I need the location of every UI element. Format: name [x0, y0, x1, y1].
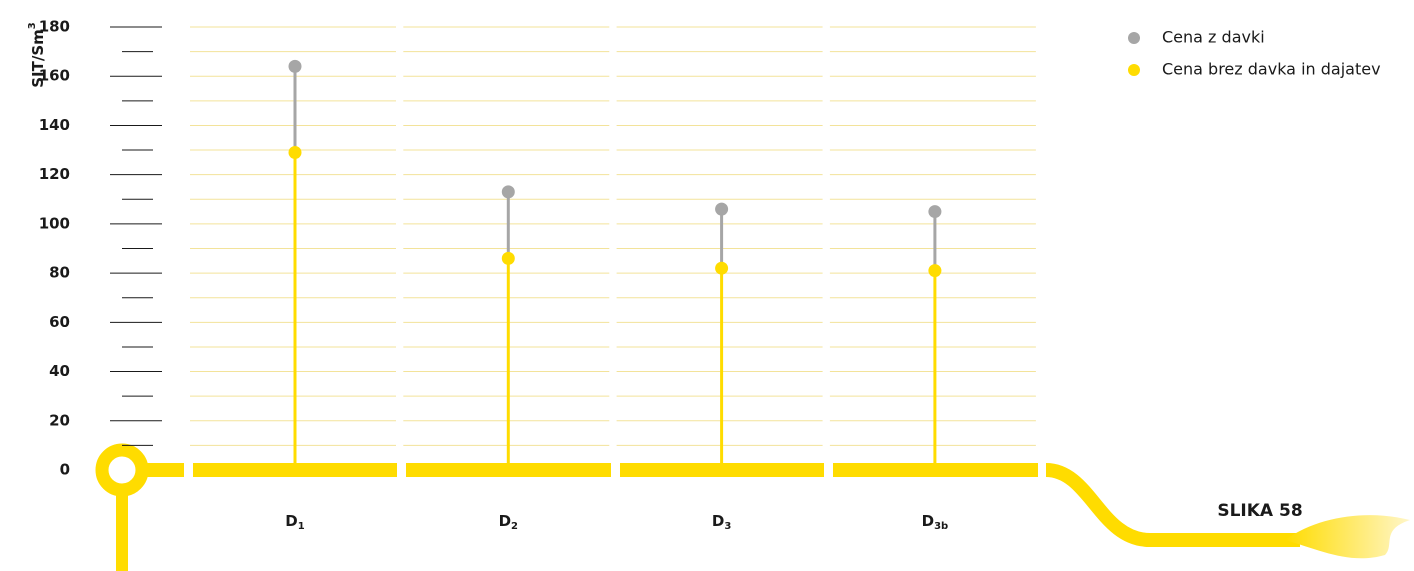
legend-label: Cena brez davka in dajatev [1162, 60, 1381, 79]
y-tick-label: 160 [39, 67, 70, 85]
x-tick-label: D2 [499, 512, 518, 533]
x-tick-label: D3b [922, 512, 949, 533]
legend-swatch [1128, 64, 1140, 76]
y-tick-label: 80 [49, 264, 70, 282]
y-tick-label: 100 [39, 214, 70, 232]
x-tick-label: D1 [285, 512, 304, 533]
x-tick-label: D3 [712, 512, 731, 533]
y-axis-label: SIT/Sm3 [27, 22, 47, 88]
dot [928, 264, 942, 278]
legend-label: Cena z davki [1162, 28, 1265, 47]
dot [928, 205, 942, 219]
y-tick-label: 20 [49, 411, 70, 429]
y-tick-label: 120 [39, 165, 70, 183]
dot [715, 261, 729, 275]
dot [715, 202, 729, 216]
legend-swatch [1128, 32, 1140, 44]
y-tick-label: 40 [49, 362, 70, 380]
dot [501, 185, 515, 199]
y-tick-label: 180 [39, 18, 70, 36]
figure-label: SLIKA 58 [1217, 501, 1302, 521]
pipe-decoration [95, 443, 1410, 571]
y-tick-label: 140 [39, 116, 70, 134]
dot [501, 251, 515, 265]
dot [288, 146, 302, 160]
dot [288, 59, 302, 73]
y-tick-label: 60 [49, 313, 70, 331]
y-tick-label: 0 [60, 461, 70, 479]
